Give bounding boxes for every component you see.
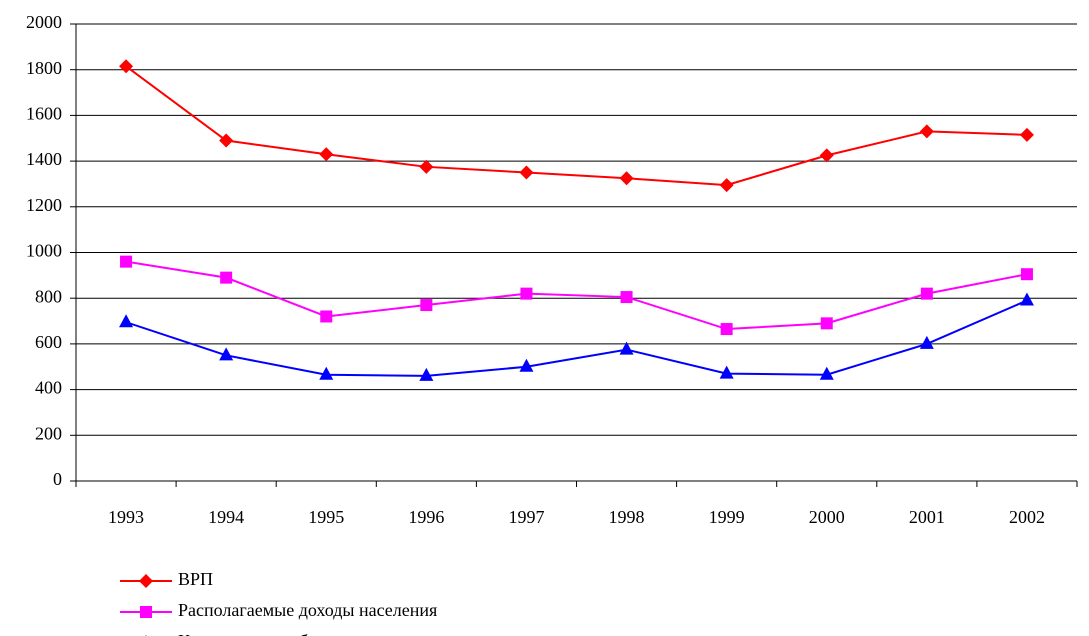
- marker: [619, 171, 634, 186]
- y-tick-label: 400: [35, 378, 62, 398]
- x-tick-label: 1998: [609, 507, 645, 527]
- marker: [140, 606, 152, 618]
- marker: [720, 323, 733, 336]
- legend-label: Конечное потребление с учетом расходов з…: [178, 631, 666, 636]
- x-tick-label: 1995: [308, 507, 344, 527]
- y-tick-label: 1400: [26, 149, 62, 169]
- x-tick-label: 2002: [1009, 507, 1045, 527]
- marker: [419, 367, 434, 381]
- marker: [719, 178, 734, 193]
- marker: [319, 366, 334, 380]
- y-tick-label: 1600: [26, 104, 62, 124]
- x-tick-label: 1999: [709, 507, 745, 527]
- marker: [220, 271, 233, 284]
- marker: [319, 147, 334, 162]
- marker: [1019, 292, 1034, 306]
- marker: [219, 133, 234, 148]
- marker: [1020, 268, 1033, 281]
- series-line: [125, 260, 1028, 331]
- y-tick-label: 800: [35, 286, 62, 306]
- series-line: [125, 65, 1027, 187]
- marker: [620, 291, 633, 304]
- x-tick-label: 1993: [108, 507, 144, 527]
- y-tick-label: 200: [35, 423, 62, 443]
- marker: [819, 366, 834, 380]
- marker: [119, 314, 134, 328]
- marker: [519, 358, 534, 372]
- y-tick-label: 0: [53, 469, 62, 489]
- marker: [139, 574, 153, 588]
- marker: [320, 310, 333, 323]
- marker: [520, 287, 533, 300]
- marker: [120, 255, 133, 268]
- x-tick-label: 1997: [508, 507, 544, 527]
- y-tick-label: 600: [35, 332, 62, 352]
- y-tick-label: 1000: [26, 241, 62, 261]
- x-tick-label: 1996: [408, 507, 444, 527]
- marker: [919, 124, 934, 139]
- legend-label: ВРП: [178, 569, 213, 589]
- marker: [519, 165, 534, 180]
- legend-label: Располагаемые доходы населения: [178, 600, 437, 620]
- x-tick-label: 2001: [909, 507, 945, 527]
- marker: [619, 341, 634, 355]
- marker: [420, 299, 433, 312]
- marker: [820, 317, 833, 330]
- marker: [920, 287, 933, 300]
- marker: [219, 347, 234, 361]
- marker: [819, 148, 834, 163]
- x-tick-label: 2000: [809, 507, 845, 527]
- marker: [719, 365, 734, 379]
- marker: [919, 335, 934, 349]
- series-line: [125, 299, 1028, 377]
- marker: [1019, 127, 1034, 142]
- y-tick-label: 1800: [26, 58, 62, 78]
- y-tick-label: 1200: [26, 195, 62, 215]
- marker: [419, 159, 434, 174]
- x-tick-label: 1994: [208, 507, 244, 527]
- marker: [119, 59, 134, 74]
- y-tick-label: 2000: [26, 12, 62, 32]
